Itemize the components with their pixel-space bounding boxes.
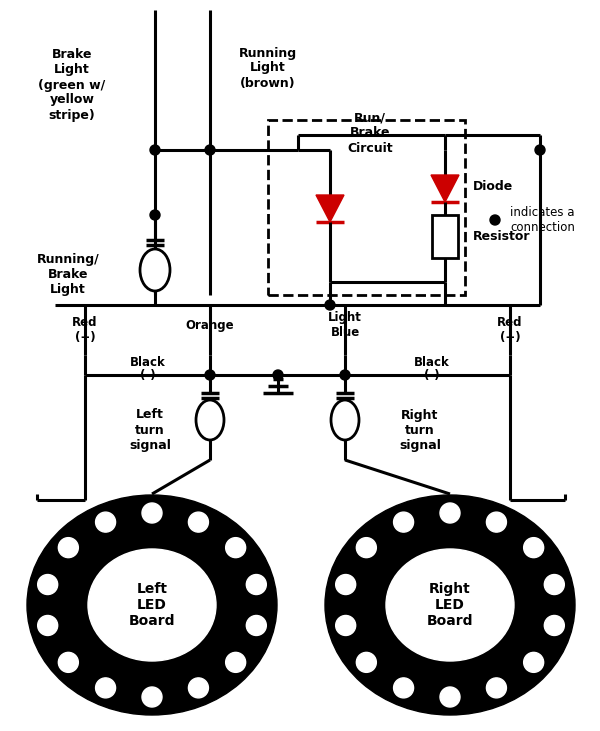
Circle shape [394,512,413,532]
Circle shape [535,145,545,155]
Circle shape [38,575,58,594]
Ellipse shape [331,400,359,440]
Text: Right
turn
signal: Right turn signal [399,409,441,452]
Circle shape [226,652,245,673]
Text: Running/
Brake
Light: Running/ Brake Light [37,254,100,297]
Bar [432,215,458,258]
Polygon shape [316,195,344,222]
Text: Left
turn
signal: Left turn signal [129,409,171,452]
Text: (-): (-) [424,369,440,382]
Circle shape [226,537,245,558]
Circle shape [38,616,58,635]
Circle shape [188,678,208,698]
Text: Run/
Brake
Circuit: Run/ Brake Circuit [347,112,393,154]
Circle shape [247,616,266,635]
Bar [268,120,465,295]
Ellipse shape [88,549,216,661]
Ellipse shape [27,495,277,715]
Text: Light
Blue: Light Blue [328,311,362,339]
Text: Running
Light
(brown): Running Light (brown) [239,47,297,89]
Circle shape [58,537,79,558]
Circle shape [150,145,160,155]
Circle shape [335,616,356,635]
Text: Resistor: Resistor [473,230,530,243]
Ellipse shape [140,249,170,291]
Text: Black: Black [130,355,166,368]
Circle shape [142,687,162,707]
Circle shape [273,370,283,380]
Text: Right
LED
Board: Right LED Board [427,582,473,628]
Text: Red
(+): Red (+) [497,316,523,344]
Circle shape [335,575,356,594]
Circle shape [490,215,500,225]
Circle shape [544,575,565,594]
Circle shape [440,503,460,523]
Circle shape [58,652,79,673]
Circle shape [356,537,376,558]
Circle shape [205,145,215,155]
Text: Orange: Orange [185,319,235,331]
Circle shape [487,678,506,698]
Circle shape [95,512,116,532]
Text: Black: Black [414,355,450,368]
Circle shape [247,575,266,594]
Circle shape [394,678,413,698]
Text: Brake
Light
(green w/
yellow
stripe): Brake Light (green w/ yellow stripe) [38,48,106,121]
Circle shape [325,300,335,310]
Text: Red
(+): Red (+) [72,316,98,344]
Text: Diode: Diode [473,181,513,194]
Circle shape [544,616,565,635]
Circle shape [150,210,160,220]
Circle shape [524,652,544,673]
Circle shape [340,370,350,380]
Circle shape [142,503,162,523]
Circle shape [356,652,376,673]
Ellipse shape [386,549,514,661]
Circle shape [188,512,208,532]
Ellipse shape [196,400,224,440]
Ellipse shape [325,495,575,715]
Circle shape [524,537,544,558]
Circle shape [205,370,215,380]
Text: (-): (-) [140,369,156,382]
Text: Left
LED
Board: Left LED Board [129,582,175,628]
Circle shape [95,678,116,698]
Polygon shape [431,175,459,202]
Circle shape [487,512,506,532]
Text: indicates a
connection: indicates a connection [510,206,575,234]
Circle shape [440,687,460,707]
